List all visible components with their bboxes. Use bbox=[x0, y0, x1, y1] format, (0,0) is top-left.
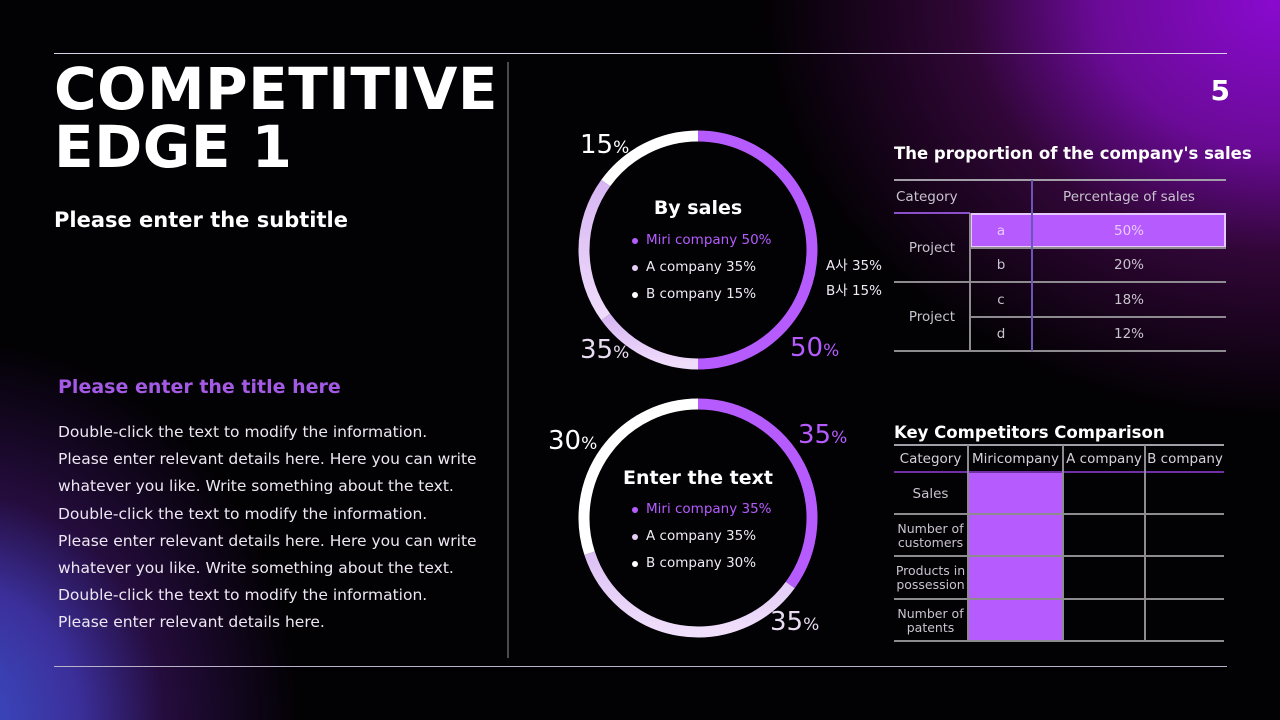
header-percentage: Percentage of sales bbox=[1063, 188, 1195, 205]
donut2-title: Enter the text bbox=[623, 467, 773, 489]
header-category: Category bbox=[896, 188, 958, 205]
legend-dot bbox=[632, 291, 638, 298]
row-key: a bbox=[996, 222, 1006, 239]
legend-item-miri: Miri company 35% bbox=[632, 496, 772, 523]
row-key: c bbox=[997, 291, 1005, 308]
donut2-label-miri: 35% bbox=[798, 420, 848, 450]
table-rule bbox=[894, 555, 1224, 557]
highlight-row-a bbox=[970, 213, 1226, 248]
donut2-label-b: 30% bbox=[548, 426, 598, 456]
header-category: Category bbox=[899, 451, 962, 467]
body-line: Please enter relevant details here. Here… bbox=[58, 450, 477, 469]
body-line: Double-click the text to modify the info… bbox=[58, 423, 428, 441]
table2-title: Key Competitors Comparison bbox=[894, 423, 1165, 442]
table-col-rule bbox=[1031, 180, 1033, 351]
title-line-1: COMPETITIVE bbox=[54, 55, 499, 123]
segment-b bbox=[578, 398, 699, 555]
table-rule bbox=[894, 281, 1226, 283]
segment-a bbox=[584, 551, 795, 638]
legend-item-miri: Miri company 50% bbox=[632, 227, 772, 254]
table-rule bbox=[970, 247, 1226, 249]
body-text[interactable]: Double-click the text to modify the info… bbox=[58, 419, 478, 637]
row-value: 12% bbox=[1113, 326, 1144, 342]
body-line: Double-click the text to modify the info… bbox=[58, 504, 428, 523]
segment-miri bbox=[697, 398, 818, 589]
legend-dot bbox=[632, 264, 638, 271]
legend-item-b: B company 15% bbox=[632, 281, 772, 308]
table-rule bbox=[894, 179, 1226, 181]
row-label-patents: Number of patents bbox=[897, 605, 964, 635]
body-line: whatever you like. Write something about… bbox=[58, 559, 454, 578]
top-rule bbox=[54, 53, 1227, 54]
vertical-divider bbox=[507, 62, 509, 658]
group-label: Project bbox=[908, 308, 956, 325]
legend-dot bbox=[632, 533, 638, 540]
table-rule bbox=[894, 350, 1226, 352]
donut1-legend: Miri company 50% A company 35% B company… bbox=[632, 227, 772, 308]
table-col-rule bbox=[969, 213, 971, 351]
row-value: 50% bbox=[1113, 222, 1144, 239]
table-rule bbox=[894, 640, 1224, 642]
legend-dot bbox=[632, 237, 638, 244]
table-rule bbox=[894, 444, 1224, 446]
table-col-rule bbox=[1144, 445, 1146, 641]
segment-a bbox=[601, 313, 699, 370]
legend-item-a: A company 35% bbox=[632, 254, 772, 281]
row-label-products: Products in possession bbox=[895, 563, 966, 592]
group-label: Project bbox=[908, 239, 956, 256]
table1-title: The proportion of the company's sales bbox=[894, 144, 1252, 163]
body-line: whatever you like. Write something about… bbox=[58, 477, 454, 496]
header-a-company: A company bbox=[1066, 451, 1142, 467]
side-note-b: B사 15% bbox=[826, 283, 882, 299]
legend-dot bbox=[632, 560, 638, 567]
donut2-legend: Miri company 35% A company 35% B company… bbox=[632, 496, 772, 577]
donut1-title: By sales bbox=[653, 197, 743, 219]
donut2-label-a: 35% bbox=[770, 607, 820, 637]
row-label-customers: Number of customers bbox=[897, 520, 964, 550]
segment-b bbox=[601, 130, 699, 187]
donut1-label-miri: 50% bbox=[790, 333, 840, 363]
body-line: Double-click the text to modify the info… bbox=[58, 586, 428, 605]
donut1-label-a: 35% bbox=[580, 335, 630, 365]
table-col-rule bbox=[967, 445, 969, 641]
subtitle[interactable]: Please enter the subtitle bbox=[54, 208, 348, 232]
table-rule bbox=[970, 316, 1226, 318]
row-key: d bbox=[996, 326, 1006, 342]
body-line: Please enter relevant details here. Here… bbox=[58, 531, 477, 550]
donut-chart-by-sales bbox=[568, 120, 828, 380]
section-title[interactable]: Please enter the title here bbox=[58, 376, 341, 398]
donut-chart-enter-text bbox=[568, 388, 828, 648]
bottom-rule bbox=[54, 666, 1227, 667]
table-col-rule bbox=[1062, 445, 1064, 641]
segment-miri bbox=[697, 130, 818, 370]
page-title[interactable]: COMPETITIVE EDGE 1 bbox=[54, 60, 498, 176]
header-b-company: B company bbox=[1147, 451, 1223, 467]
row-value: 20% bbox=[1113, 257, 1144, 273]
page-number: 5 bbox=[1210, 74, 1230, 107]
title-line-2: EDGE 1 bbox=[54, 113, 293, 181]
donut1-label-b: 15% bbox=[580, 130, 630, 160]
row-label-sales: Sales bbox=[912, 485, 949, 502]
row-value: 18% bbox=[1113, 291, 1144, 308]
table-rule bbox=[894, 513, 1224, 515]
header-miricompany: Miricompany bbox=[972, 451, 1059, 467]
legend-dot bbox=[632, 506, 638, 513]
donut1-side-notes: A사 35% B사 15% bbox=[826, 254, 882, 304]
body-line: Please enter relevant details here. bbox=[58, 613, 325, 632]
table-rule bbox=[894, 212, 970, 214]
side-note-a: A사 35% bbox=[826, 258, 882, 274]
legend-item-a: A company 35% bbox=[632, 523, 772, 550]
table-rule bbox=[894, 598, 1224, 600]
legend-item-b: B company 30% bbox=[632, 550, 772, 577]
table-rule bbox=[894, 471, 1224, 473]
row-key: b bbox=[996, 257, 1006, 273]
